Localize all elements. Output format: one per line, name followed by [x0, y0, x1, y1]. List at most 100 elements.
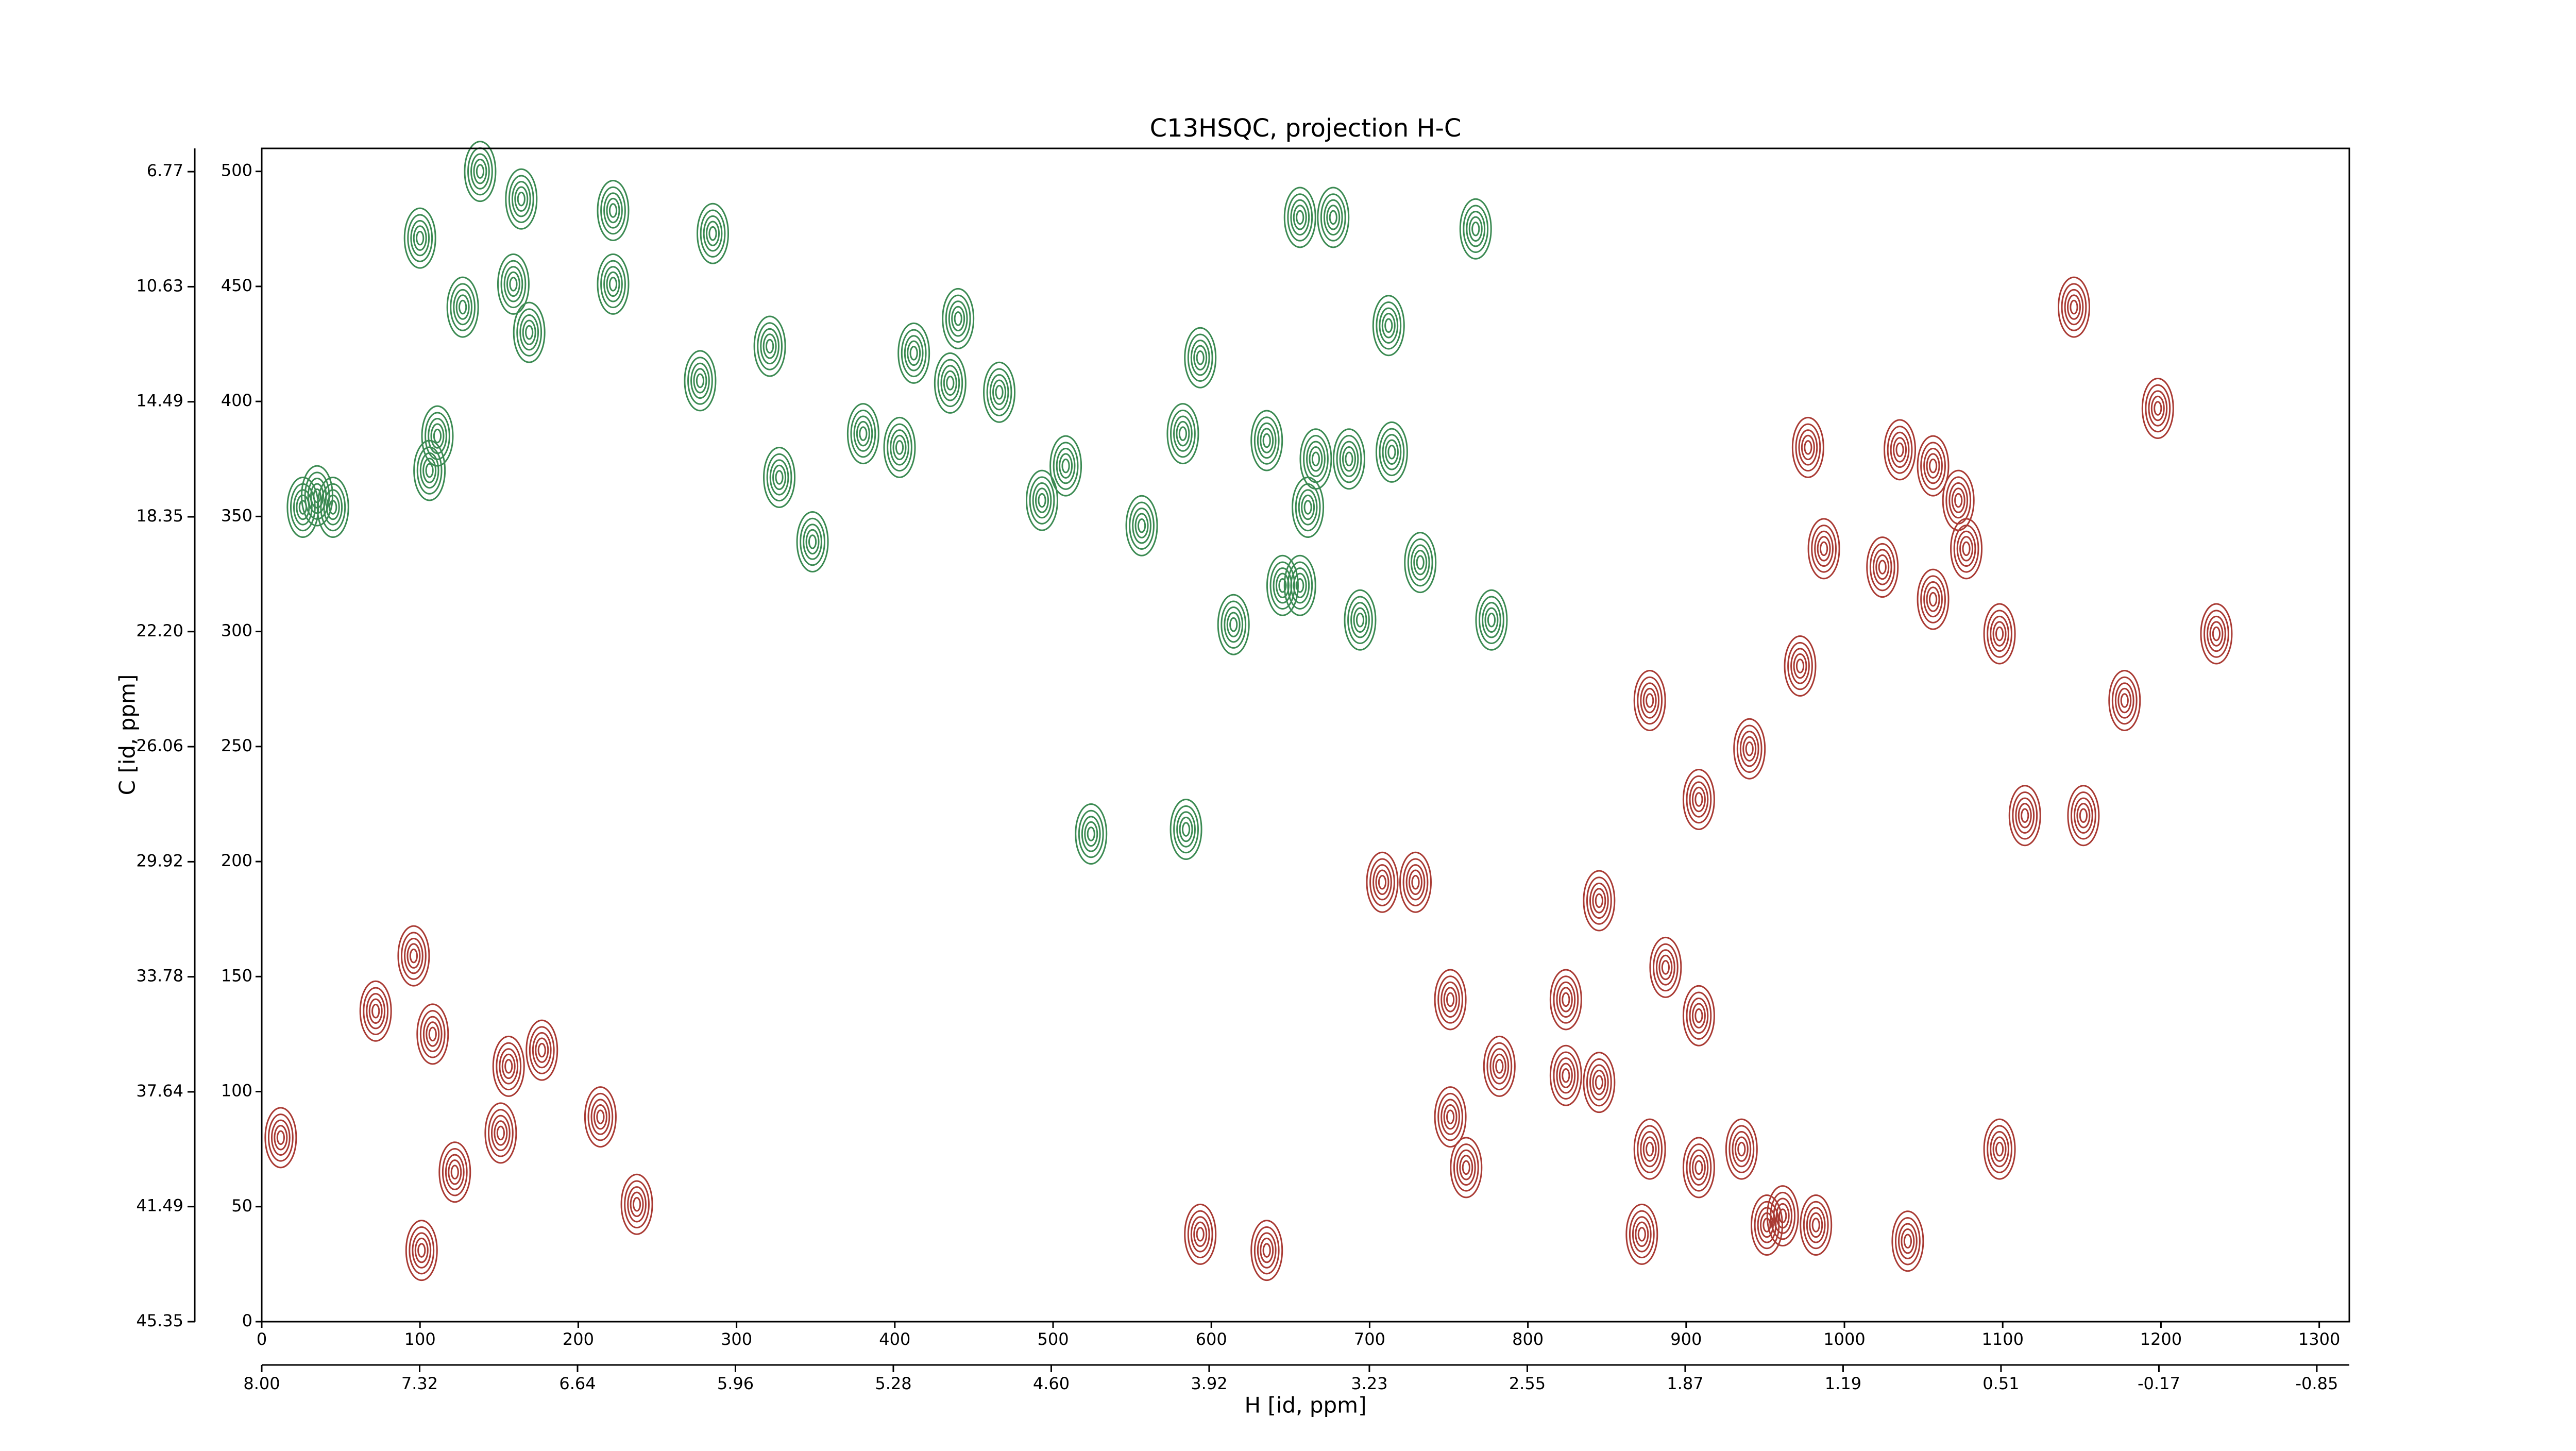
peak	[526, 1019, 558, 1081]
contour-ring	[1176, 420, 1190, 447]
contour-ring	[1257, 1232, 1277, 1269]
contour-ring	[600, 260, 626, 309]
contour-ring	[1800, 1194, 1833, 1256]
contour-ring	[1987, 610, 2012, 658]
contour-ring	[2076, 803, 2091, 829]
contour-ring	[1872, 549, 1892, 585]
contour-ring	[1336, 434, 1362, 483]
contour-ring	[406, 943, 421, 969]
contour-ring	[1754, 1201, 1780, 1250]
contour-ring	[1466, 211, 1486, 247]
contour-ring	[1928, 592, 1938, 607]
contour-ring	[1410, 544, 1430, 581]
contour-ring	[1739, 731, 1759, 767]
contour-ring	[2148, 390, 2168, 427]
x-tick-label: 600	[1196, 1329, 1227, 1349]
contour-ring	[409, 948, 418, 964]
contour-ring	[1694, 792, 1703, 807]
contour-ring	[1129, 501, 1155, 550]
contour-ring	[1803, 1201, 1829, 1250]
y2-tick-label: 33.78	[136, 966, 183, 986]
contour-ring	[1339, 441, 1359, 477]
contour-ring	[1766, 1185, 1799, 1247]
contour-ring	[1926, 586, 1940, 612]
x2-tick-label: 5.28	[875, 1374, 911, 1393]
contour-ring	[403, 207, 436, 269]
contour-ring	[419, 1010, 446, 1058]
contour-ring	[1196, 350, 1205, 365]
contour-ring	[1893, 437, 1907, 463]
contour-ring	[600, 186, 626, 235]
contour-ring	[1682, 985, 1715, 1047]
peak	[1332, 428, 1365, 490]
contour-ring	[1632, 1216, 1652, 1253]
contour-ring	[986, 368, 1012, 416]
contour-ring	[1689, 1149, 1709, 1186]
contour-ring	[808, 534, 817, 549]
contour-ring	[497, 253, 530, 315]
contour-ring	[1891, 1210, 1924, 1272]
contour-ring	[1376, 301, 1402, 350]
contour-ring	[1443, 1104, 1458, 1130]
contour-ring	[1658, 954, 1673, 981]
contour-ring	[1193, 345, 1208, 370]
contour-ring	[1495, 1059, 1504, 1074]
contour-ring	[690, 362, 710, 399]
contour-ring	[1489, 1048, 1510, 1085]
contour-ring	[1742, 736, 1757, 762]
contour-ring	[2141, 378, 2174, 440]
contour-ring	[1983, 1118, 2016, 1180]
peak	[684, 350, 717, 412]
contour-ring	[1413, 549, 1428, 576]
contour-ring	[413, 225, 427, 251]
contour-ring	[1193, 1221, 1208, 1247]
contour-ring	[1682, 769, 1715, 831]
contour-ring	[1379, 307, 1399, 344]
contour-ring	[1379, 428, 1405, 477]
contour-ring	[1583, 1052, 1616, 1113]
contour-ring	[951, 306, 965, 332]
contour-ring	[1629, 1210, 1655, 1259]
contour-ring	[597, 180, 630, 242]
contour-ring	[320, 483, 346, 532]
contour-ring	[587, 1092, 614, 1141]
x2-tick-label: 7.32	[401, 1374, 438, 1393]
peak	[513, 301, 546, 363]
peak	[1682, 985, 1715, 1047]
contour-ring	[1595, 1075, 1603, 1090]
contour-ring	[1137, 518, 1146, 533]
contour-ring	[1049, 435, 1082, 497]
contour-ring	[1558, 987, 1573, 1013]
contour-ring	[490, 1115, 511, 1152]
peak	[897, 322, 930, 384]
contour-ring	[1691, 1003, 1706, 1028]
contour-ring	[416, 1003, 449, 1065]
contour-ring	[1056, 447, 1076, 484]
contour-ring	[1437, 1092, 1463, 1141]
contour-ring	[907, 340, 921, 366]
contour-ring	[425, 463, 434, 478]
contour-ring	[1434, 1086, 1467, 1148]
contour-ring	[1655, 949, 1675, 986]
contour-ring	[448, 1159, 462, 1185]
contour-ring	[1456, 1149, 1476, 1186]
peak	[1549, 1044, 1582, 1106]
contour-ring	[516, 308, 543, 357]
contour-ring	[1990, 615, 2009, 652]
contour-ring	[1642, 1136, 1657, 1162]
x2-tick-label: 4.60	[1033, 1374, 1070, 1393]
contour-ring	[1589, 1064, 1609, 1101]
contour-ring	[1384, 439, 1399, 465]
contour-ring	[2021, 808, 2029, 823]
contour-ring	[1190, 1216, 1210, 1253]
contour-ring	[450, 1165, 459, 1180]
contour-ring	[1353, 607, 1367, 633]
contour-ring	[264, 1107, 297, 1169]
y-tick-label: 300	[221, 621, 252, 640]
contour-ring	[760, 328, 780, 365]
contour-ring	[1293, 572, 1307, 598]
x2-tick-label: -0.17	[2138, 1374, 2180, 1393]
contour-ring	[470, 153, 490, 190]
contour-ring	[1278, 578, 1287, 593]
contour-ring	[1295, 483, 1321, 532]
